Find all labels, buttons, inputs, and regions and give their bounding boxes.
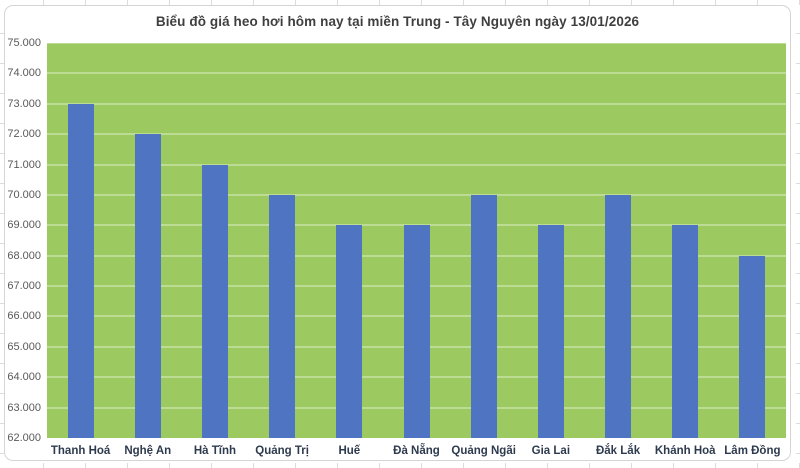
x-category-label: Quảng Ngãi (451, 445, 516, 457)
bar-11 (739, 255, 766, 438)
x-category-label: Quảng Trị (255, 445, 309, 457)
bar-5 (336, 225, 363, 438)
bar-8 (537, 225, 564, 438)
y-tick-label: 64.000 (7, 371, 41, 384)
row-gridline-ticks-left (0, 4, 4, 464)
column-gridline-ticks-top (2, 0, 800, 5)
y-tick-label: 73.000 (7, 97, 41, 110)
x-category-label: Thanh Hoá (50, 445, 111, 457)
bar-9 (605, 194, 632, 438)
bar-10 (672, 225, 699, 438)
gridline (47, 133, 786, 135)
gridline (47, 164, 786, 166)
gridline (47, 194, 786, 196)
x-category-label: Lâm Đồng (724, 445, 781, 457)
row-gridline-ticks-right (796, 4, 800, 464)
chart-title: Biểu đồ giá heo hơi hôm nay tại miền Tru… (155, 14, 640, 29)
x-category-label: Đà Nẵng (393, 445, 440, 457)
bar-7 (470, 194, 497, 438)
x-category-label: Gia Lai (531, 445, 571, 457)
gridline (47, 103, 786, 105)
y-tick-label: 70.000 (7, 188, 41, 201)
y-tick-label: 62.000 (7, 432, 41, 444)
y-tick-label: 74.000 (7, 67, 41, 80)
bar-1 (67, 103, 94, 438)
x-axis-labels: Thanh Hoá Nghệ An Hà Tĩnh Quảng Trị Huế Đà Nẵ… (47, 444, 786, 460)
x-category-label: Huế (338, 445, 361, 457)
column-gridline-ticks-bottom (2, 463, 800, 468)
chart-card[interactable]: Biểu đồ giá heo hơi hôm nay tại miền Tru… (4, 5, 791, 461)
x-category-label: Khánh Hoà (654, 445, 716, 457)
y-tick-label: 66.000 (7, 310, 41, 323)
y-tick-label: 69.000 (7, 219, 41, 232)
y-tick-label: 75.000 (7, 37, 41, 49)
y-tick-label: 72.000 (7, 128, 41, 141)
x-category-label: Nghệ An (124, 445, 172, 457)
gridline (47, 43, 786, 44)
y-tick-label: 67.000 (7, 280, 41, 293)
y-tick-label: 65.000 (7, 340, 41, 353)
bar-6 (403, 225, 430, 438)
y-tick-label: 63.000 (7, 401, 41, 414)
x-category-label: Hà Tĩnh (193, 445, 237, 457)
plot-area (47, 43, 786, 438)
gridline (47, 72, 786, 74)
bar-4 (269, 194, 296, 438)
y-tick-label: 71.000 (7, 158, 41, 171)
x-category-label: Đắk Lắk (595, 445, 641, 457)
bar-2 (134, 134, 161, 438)
y-tick-label: 68.000 (7, 249, 41, 262)
bar-3 (201, 164, 228, 438)
